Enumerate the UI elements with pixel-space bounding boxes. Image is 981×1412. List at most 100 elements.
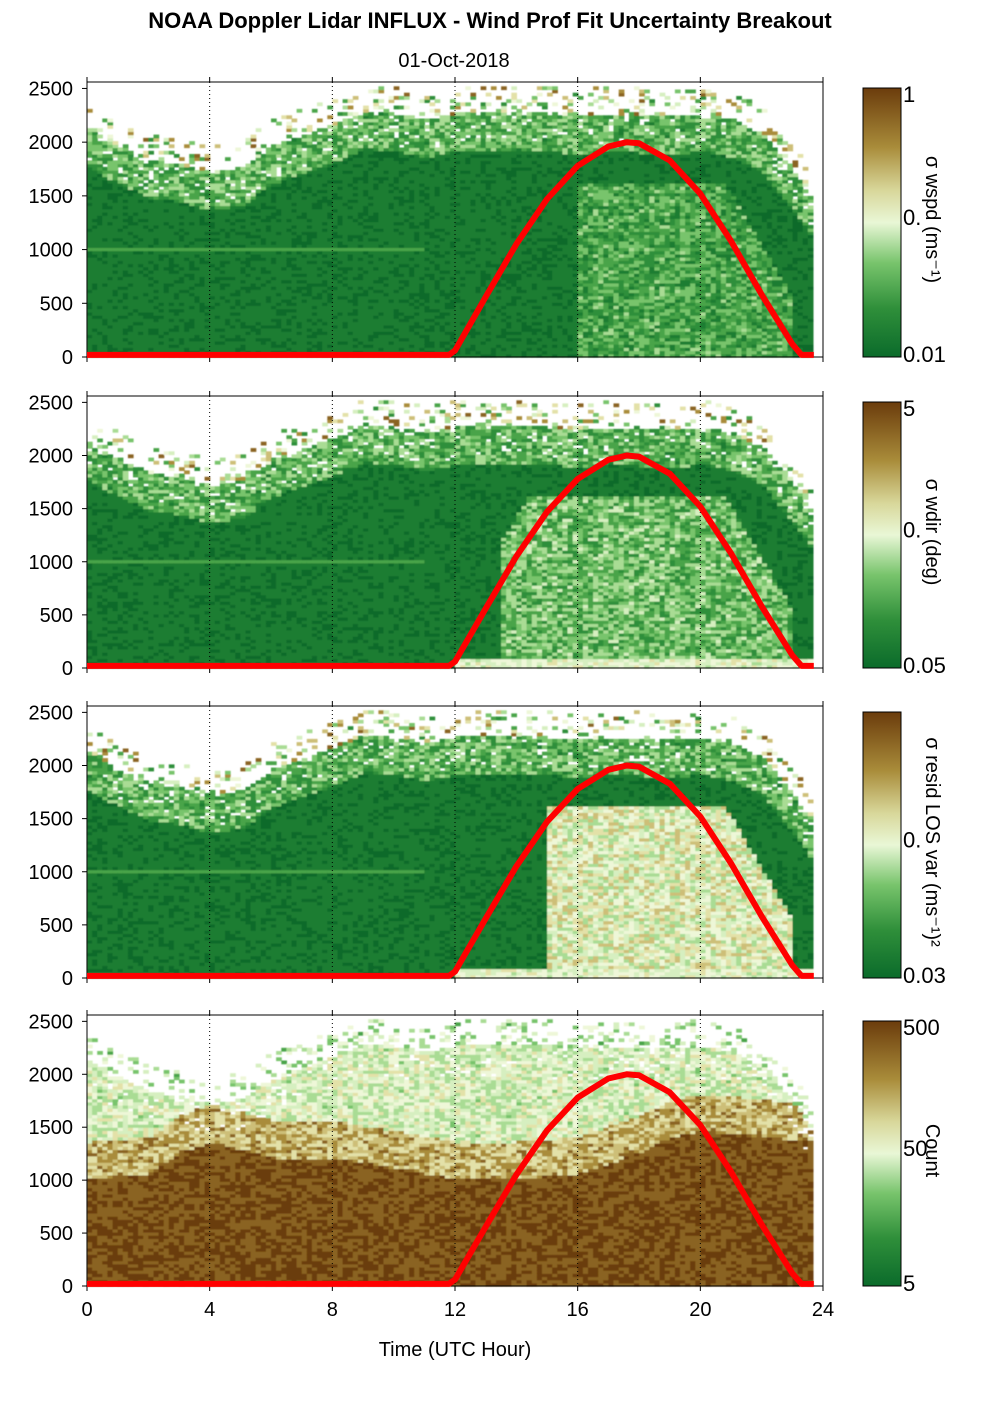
heatmap-cell [133, 238, 139, 242]
heatmap-cell [128, 128, 134, 132]
heatmap-cell [102, 251, 108, 255]
heatmap-cell [102, 196, 108, 200]
figure: NOAA Doppler Lidar INFLUX - Wind Prof Fi… [0, 0, 981, 1412]
heatmap-cell [148, 196, 154, 200]
heatmap-cell [97, 251, 103, 255]
heatmap-cell [179, 238, 185, 242]
heatmap-cell [174, 225, 180, 229]
heatmap-cell [143, 338, 149, 342]
heatmap-cell [87, 238, 93, 242]
heatmap-cell [138, 160, 144, 164]
heatmap-cell [164, 338, 170, 342]
heatmap-cell [138, 267, 144, 271]
heatmap-cell [169, 338, 175, 342]
heatmap-cell [138, 309, 144, 313]
heatmap-cell [159, 309, 165, 313]
heatmap-cell [133, 322, 139, 326]
heatmap-cell [148, 238, 154, 242]
heatmap-cell [107, 167, 113, 171]
heatmap-cell [179, 164, 185, 168]
heatmap-cell [123, 225, 129, 229]
heatmap-cell [87, 338, 93, 342]
heatmap-cell [92, 128, 98, 132]
heatmap-cell [169, 138, 175, 142]
heatmap-cell [102, 322, 108, 326]
heatmap-cell [133, 167, 139, 171]
heatmap-cell [87, 160, 93, 164]
heatmap-cell [138, 196, 144, 200]
heatmap-cell [107, 180, 113, 184]
heatmap-cell [87, 251, 93, 255]
heatmap-cell [179, 196, 185, 200]
heatmap-cell [92, 167, 98, 171]
heatmap-cell [133, 251, 139, 255]
heatmap-cell [143, 267, 149, 271]
chart-title: NOAA Doppler Lidar INFLUX - Wind Prof Fi… [148, 8, 832, 33]
heatmap-cell [92, 180, 98, 184]
heatmap-cell [179, 225, 185, 229]
heatmap-cell [164, 183, 170, 187]
heatmap-cell [164, 151, 170, 155]
heatmap-cell [113, 225, 119, 229]
heatmap-cell [87, 322, 93, 326]
heatmap-cell [159, 280, 165, 284]
heatmap-cell [143, 167, 149, 171]
heatmap-cell [143, 296, 149, 300]
heatmap-cell [128, 309, 134, 313]
heatmap-cell [133, 225, 139, 229]
heatmap-cell [123, 151, 129, 155]
heatmap-cell [148, 338, 154, 342]
heatmap-cell [169, 209, 175, 213]
heatmap-cell [169, 309, 175, 313]
heatmap-cell [148, 296, 154, 300]
heatmap-cell [148, 251, 154, 255]
heatmap-cell [164, 309, 170, 313]
heatmap-cell [159, 173, 165, 177]
heatmap-cell [174, 209, 180, 213]
heatmap-cell [92, 280, 98, 284]
heatmap-cell [174, 309, 180, 313]
heatmap-cell [179, 177, 185, 181]
heatmap-cell [174, 154, 180, 158]
heatmap-cell [113, 238, 119, 242]
heatmap-cell [123, 296, 129, 300]
heatmap-cell [102, 296, 108, 300]
heatmap-cell [133, 296, 139, 300]
heatmap-cell [133, 157, 139, 161]
heatmap-cell [92, 251, 98, 255]
heatmap-cell [87, 128, 93, 132]
heatmap-cell [159, 225, 165, 229]
heatmap-cell [164, 138, 170, 142]
heatmap-cell [154, 338, 160, 342]
heatmap-cell [159, 267, 165, 271]
heatmap-cell [138, 280, 144, 284]
heatmap-cell [123, 180, 129, 184]
heatmap-cell [92, 196, 98, 200]
heatmap-cell [154, 135, 160, 139]
heatmap-cell [174, 267, 180, 271]
heatmap-cell [102, 309, 108, 313]
heatmap-cell [113, 251, 119, 255]
heatmap-cell [179, 338, 185, 342]
heatmap-cell [107, 296, 113, 300]
heatmap-cell [154, 280, 160, 284]
heatmap-cell [102, 119, 108, 123]
heatmap-cell [148, 267, 154, 271]
heatmap-cell [148, 180, 154, 184]
heatmap-cell [133, 196, 139, 200]
heatmap-cell [179, 309, 185, 313]
heatmap-cell [113, 196, 119, 200]
heatmap-cell [97, 128, 103, 132]
heatmap-cell [148, 160, 154, 164]
heatmap-cell [184, 322, 190, 326]
heatmap-cell [143, 209, 149, 213]
heatmap-cell [154, 251, 160, 255]
heatmap-cell [174, 322, 180, 326]
heatmap-cell [87, 196, 93, 200]
heatmap-cell [179, 209, 185, 213]
heatmap-cell [164, 238, 170, 242]
heatmap-cell [138, 296, 144, 300]
heatmap-cell [164, 251, 170, 255]
heatmap-cell [169, 251, 175, 255]
heatmap-cell [97, 322, 103, 326]
